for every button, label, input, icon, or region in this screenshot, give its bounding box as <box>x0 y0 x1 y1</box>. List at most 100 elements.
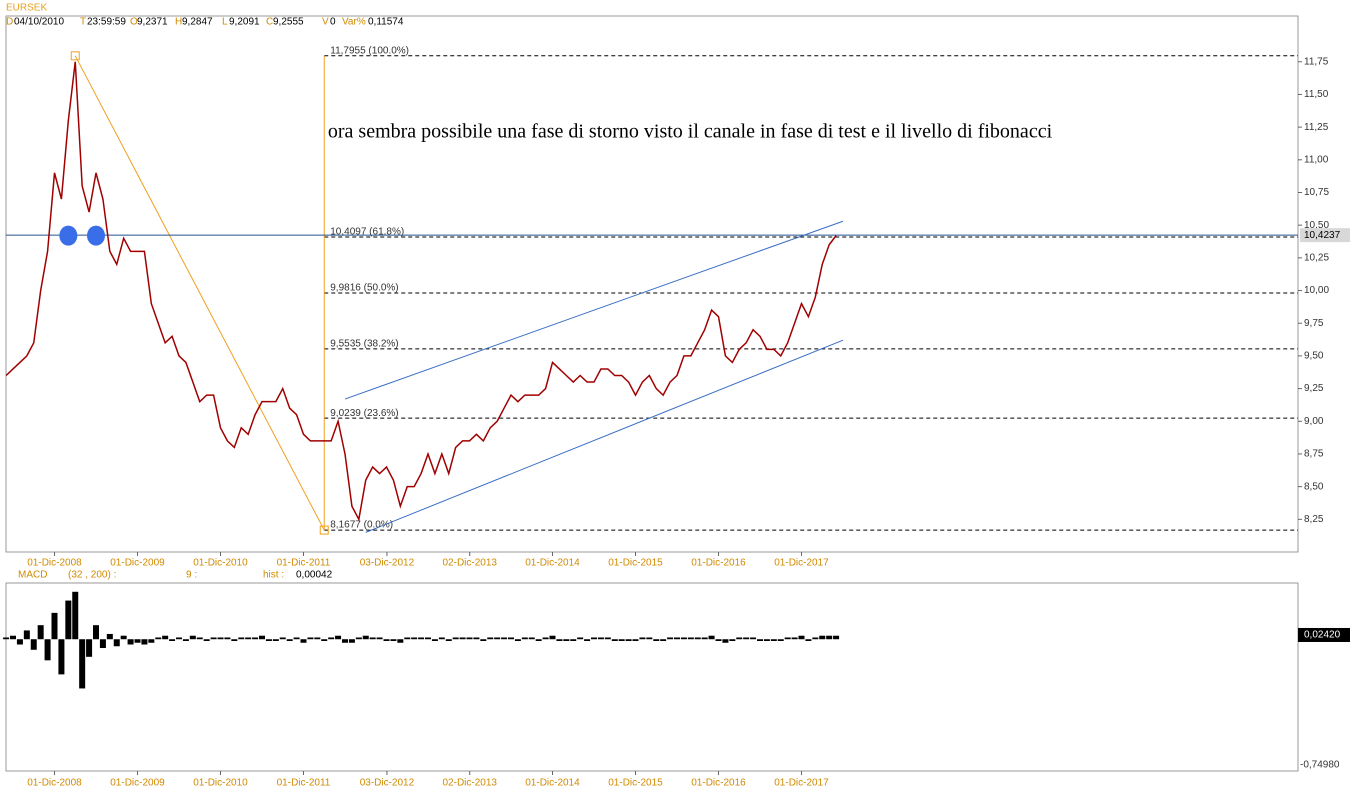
macd-hist-value: 0,00042 <box>296 570 333 581</box>
macd-bar <box>58 639 65 675</box>
fib-label: 11,7955 (100.0%) <box>330 45 409 56</box>
x-tick-label: 01-Dic-2017 <box>774 558 829 569</box>
y-tick-label: 10,00 <box>1304 285 1329 296</box>
macd-bar <box>44 639 51 661</box>
macd-params: (32 , 200) : <box>68 570 116 581</box>
macd-bar <box>431 639 438 641</box>
header-field: 04/10/2010 <box>14 17 64 28</box>
price-panel <box>5 15 1299 553</box>
header-field: L <box>222 17 228 28</box>
macd-bar <box>508 637 514 640</box>
x-tick-label: 01-Dic-2011 <box>277 778 331 789</box>
macd-bar <box>438 637 445 640</box>
macd-bar <box>646 637 653 640</box>
header-field: V <box>322 17 329 28</box>
macd-bar <box>459 637 466 640</box>
macd-bar <box>224 637 231 640</box>
macd-bar <box>549 635 556 640</box>
macd-bar <box>418 637 425 640</box>
macd-bar <box>597 637 604 640</box>
header-field: 9,2847 <box>182 17 213 28</box>
macd-last-label: 0,02420 <box>1304 630 1341 641</box>
y-tick-label: 11,50 <box>1304 89 1329 100</box>
macd-bar <box>265 639 272 641</box>
macd-bar <box>784 637 791 640</box>
header-field: D <box>6 17 13 28</box>
macd-bar <box>584 639 591 641</box>
y-tick-label: -0,74980 <box>1300 760 1340 771</box>
x-tick-label: 01-Dic-2016 <box>691 778 746 789</box>
macd-bar <box>252 637 259 640</box>
macd-bar <box>660 639 667 641</box>
macd-bar <box>169 639 176 641</box>
macd-bar <box>355 637 362 640</box>
macd-bar <box>798 635 805 640</box>
macd-bar <box>625 639 632 641</box>
y-tick-label: 11,00 <box>1304 154 1329 165</box>
header-field: 0 <box>330 17 336 28</box>
fib-label: 8,1677 (0.0%) <box>330 520 393 531</box>
macd-bar <box>514 639 521 641</box>
macd-bar <box>611 639 618 641</box>
header-field: Var% <box>342 17 366 28</box>
x-tick-label: 02-Dic-2013 <box>442 778 497 789</box>
macd-bar <box>826 635 833 640</box>
macd-bar <box>293 637 300 640</box>
macd-bar <box>404 637 411 640</box>
fib-diagonal <box>74 55 325 531</box>
y-tick-label: 9,50 <box>1304 351 1324 362</box>
macd-bar <box>272 639 279 641</box>
macd-panel <box>5 582 1299 772</box>
macd-bar <box>452 637 459 640</box>
macd-bar <box>501 637 508 640</box>
marker <box>59 225 78 246</box>
y-tick-label: 9,25 <box>1304 383 1324 394</box>
macd-bar <box>383 639 390 641</box>
macd-bar <box>106 633 113 640</box>
macd-bar <box>134 639 141 643</box>
y-tick-label: 10,75 <box>1304 187 1329 198</box>
macd-bar <box>667 637 674 640</box>
macd-bar <box>563 639 570 641</box>
macd-bar <box>487 637 494 640</box>
annotation: ora sembra possibile una fase di storno … <box>328 121 1053 143</box>
macd-bar <box>833 635 840 640</box>
macd-bar <box>321 639 328 641</box>
macd-bar <box>369 637 376 640</box>
macd-bar <box>141 639 148 645</box>
channel-line <box>344 220 844 400</box>
price-label: 10,4237 <box>1304 230 1341 241</box>
macd-bar <box>286 639 293 641</box>
macd-bar <box>148 639 155 643</box>
macd-bar <box>113 639 120 647</box>
macd-bar <box>618 639 625 641</box>
macd-bar <box>300 639 307 643</box>
x-tick-label: 01-Dic-2016 <box>691 558 746 569</box>
macd-bar <box>701 637 708 640</box>
x-tick-label: 01-Dic-2014 <box>525 558 580 569</box>
macd-bar <box>99 639 106 649</box>
macd-bar <box>210 637 217 640</box>
macd-bar <box>480 639 487 641</box>
symbol: EURSEK <box>6 3 47 14</box>
macd-bar <box>335 635 342 640</box>
x-tick-label: 01-Dic-2008 <box>27 778 82 789</box>
macd-bar <box>314 637 321 640</box>
macd-bar <box>203 639 210 641</box>
macd-bar <box>680 637 687 640</box>
macd-bar <box>176 637 182 640</box>
macd-bar <box>30 639 37 650</box>
y-tick-label: 9,00 <box>1304 416 1324 427</box>
x-tick-label: 01-Dic-2009 <box>110 558 165 569</box>
macd-bar <box>639 637 646 640</box>
macd-bar <box>376 637 383 640</box>
macd-bar <box>535 639 542 641</box>
header-field: C <box>266 17 273 28</box>
macd-bar <box>653 639 660 641</box>
macd-bar <box>736 637 743 640</box>
macd-bar <box>770 639 777 641</box>
macd-hist-label: hist : <box>263 570 284 581</box>
macd-bar <box>127 639 134 645</box>
macd-bar <box>473 637 480 640</box>
